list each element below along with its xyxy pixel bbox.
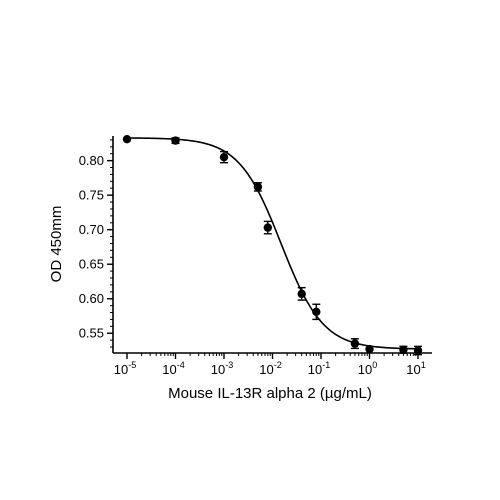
fit-curve-layer: [126, 137, 419, 350]
x-tick-exponent: -3: [225, 360, 233, 370]
data-point: [171, 136, 180, 145]
x-tick-exponent: -4: [177, 360, 185, 370]
data-point: [122, 135, 132, 144]
y-tick-label: 0.80: [79, 153, 104, 168]
x-tick-base: 10: [358, 362, 372, 377]
data-marks-layer: [122, 135, 423, 356]
data-point: [297, 289, 306, 299]
data-point: [219, 152, 229, 162]
y-tick-label: 0.75: [79, 188, 104, 203]
x-tick-exponent: -5: [128, 360, 136, 370]
x-tick-label: 10-3: [211, 360, 233, 377]
x-tick-label: 10-5: [114, 360, 136, 377]
data-point: [350, 339, 360, 348]
x-tick-label: 10-1: [308, 360, 330, 377]
x-tick-label: 10-4: [162, 360, 184, 377]
data-point: [312, 307, 321, 317]
x-tick-exponent: 1: [421, 360, 426, 370]
x-tick-base: 10: [406, 362, 420, 377]
x-tick-exponent: 0: [372, 360, 377, 370]
x-tick-exponent: -2: [274, 360, 282, 370]
data-point: [253, 182, 263, 192]
fit-curve: [126, 137, 419, 350]
x-tick-label: 100: [358, 360, 377, 377]
x-tick-exponent: -1: [322, 360, 330, 370]
x-tick-base: 10: [211, 362, 225, 377]
y-tick-label: 0.70: [79, 222, 104, 237]
x-tick-base: 10: [259, 362, 273, 377]
y-tick-label: 0.65: [79, 257, 104, 272]
x-tick-base: 10: [114, 362, 128, 377]
x-axis-title: Mouse IL-13R alpha 2 (µg/mL): [168, 385, 372, 402]
data-point: [263, 223, 272, 232]
y-tick-label: 0.60: [79, 291, 104, 306]
x-tick-label: 101: [406, 360, 425, 377]
y-tick-label: 0.55: [79, 326, 104, 341]
x-tick-base: 10: [308, 362, 322, 377]
data-point: [399, 345, 408, 355]
y-axis-title: OD 450mm: [48, 206, 65, 283]
x-tick-label: 10-2: [259, 360, 281, 377]
data-point: [365, 344, 374, 354]
x-tick-base: 10: [162, 362, 176, 377]
